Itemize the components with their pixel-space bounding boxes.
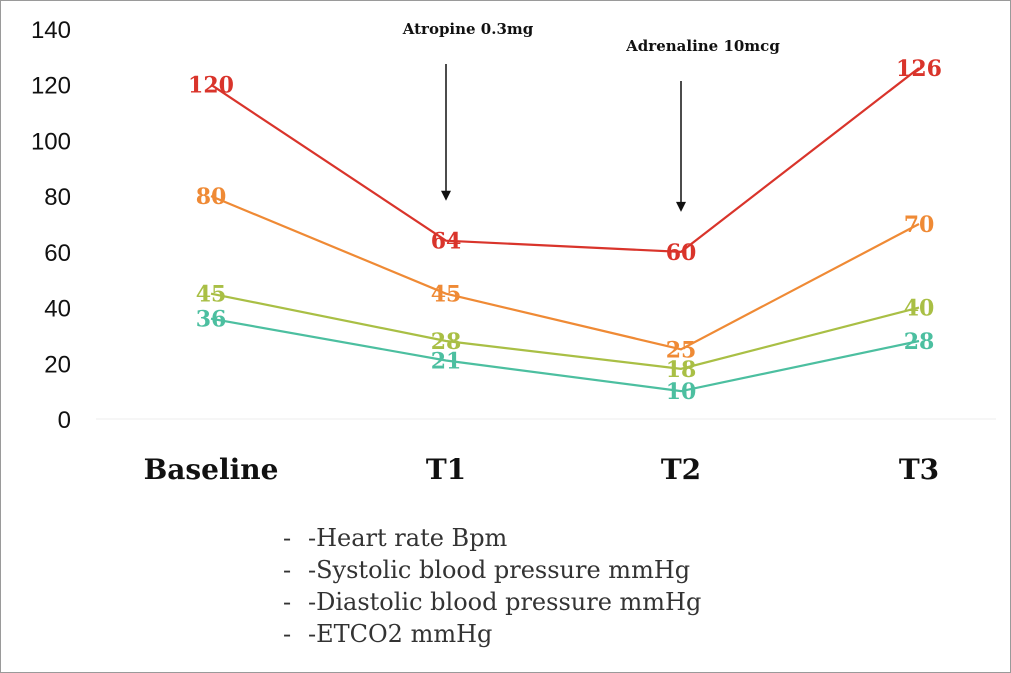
legend-entry: -Diastolic blood pressure mmHg [308,588,701,616]
annotation-arrow-head [676,201,686,212]
x-tick-label: T1 [426,453,466,486]
legend-marker: - [283,588,291,616]
data-label: 70 [904,212,935,238]
legend-entry: -Heart rate Bpm [308,524,508,552]
data-label: 40 [904,296,935,322]
series-line [210,195,920,351]
data-label: 80 [196,184,227,210]
series-line [210,317,920,393]
x-tick-label: Baseline [144,453,279,486]
data-label: 64 [431,229,462,255]
legend-entry: -ETCO2 mmHg [308,620,492,648]
legend-entry: -Systolic blood pressure mmHg [308,556,690,584]
annotation-label: Adrenaline 10mcg [625,37,780,55]
data-label: 60 [666,240,697,266]
data-label: 18 [666,357,697,383]
y-tick-label: 0 [58,407,71,434]
x-tick-label: T3 [899,453,939,486]
series-line [210,292,920,370]
data-label: 10 [666,379,697,405]
data-label: 28 [431,329,462,355]
data-label: 21 [431,349,462,375]
data-label: 45 [196,282,227,308]
data-label: 25 [666,337,697,363]
legend-marker: - [283,620,291,648]
y-tick-label: 120 [31,73,71,100]
annotation-label: Atropine 0.3mg [402,20,534,38]
y-tick-label: 80 [44,184,71,211]
y-tick-label: 140 [31,17,71,44]
data-label: 45 [431,282,462,308]
y-tick-label: 60 [44,240,71,267]
legend-marker: - [283,556,291,584]
y-tick-label: 100 [31,128,71,155]
data-label: 126 [896,56,942,82]
x-tick-label: T2 [661,453,701,486]
data-label: 36 [196,307,227,333]
annotation-arrow-head [441,190,451,201]
data-label: 28 [904,329,935,355]
y-tick-label: 40 [44,296,71,323]
y-tick-label: 20 [44,351,71,378]
series-line [210,67,920,253]
data-label: 120 [188,73,234,99]
legend-marker: - [283,524,291,552]
